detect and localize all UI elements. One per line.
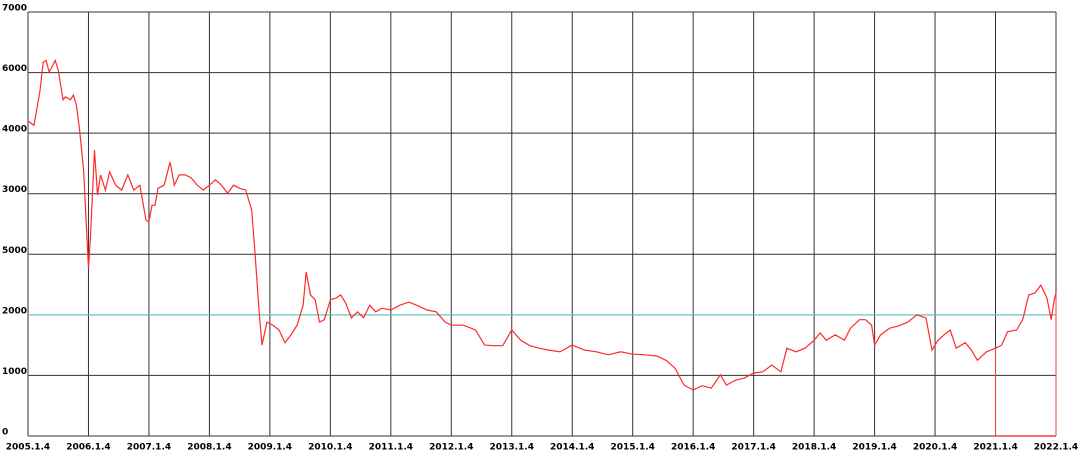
x-tick-label: 2018.1.4 (792, 443, 836, 453)
x-tick-label: 2015.1.4 (610, 443, 654, 453)
x-tick-label: 2021.1.4 (973, 443, 1017, 453)
x-tick-label: 2013.1.4 (490, 443, 534, 453)
x-tick-label: 2017.1.4 (731, 443, 775, 453)
x-tick-label: 2005.1.4 (6, 443, 50, 453)
x-tick-label: 2020.1.4 (913, 443, 957, 453)
x-tick-label: 2006.1.4 (66, 443, 110, 453)
x-tick-label: 2007.1.4 (127, 443, 171, 453)
y-tick-label: 3000 (2, 185, 27, 195)
x-tick-label: 2009.1.4 (248, 443, 292, 453)
x-tick-label: 2016.1.4 (671, 443, 715, 453)
y-tick-label: 4000 (2, 125, 27, 135)
y-tick-label: 0 (2, 428, 8, 438)
y-tick-label: 1000 (2, 367, 27, 377)
x-tick-label: 2014.1.4 (550, 443, 594, 453)
y-tick-label: 2000 (2, 306, 27, 316)
y-tick-label: 7000 (2, 4, 27, 14)
x-tick-label: 2010.1.4 (308, 443, 352, 453)
y-tick-label: 6000 (2, 64, 27, 74)
y-tick-label: 5000 (2, 246, 27, 256)
x-tick-label: 2011.1.4 (369, 443, 413, 453)
line-series (27, 58, 1057, 391)
x-tick-label: 2012.1.4 (429, 443, 473, 453)
x-tick-label: 2008.1.4 (187, 443, 231, 453)
x-tick-label: 2022.1.4 (1034, 443, 1078, 453)
x-tick-label: 2019.1.4 (852, 443, 896, 453)
